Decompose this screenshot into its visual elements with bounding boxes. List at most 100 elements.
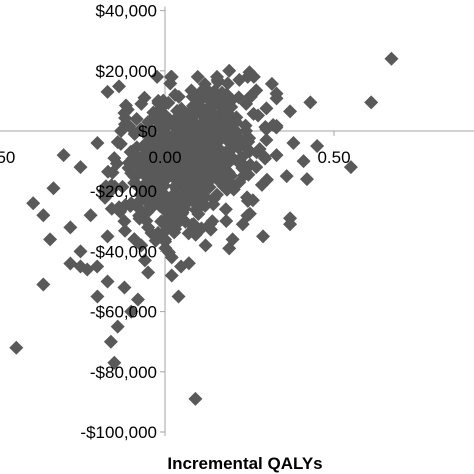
data-point xyxy=(303,95,318,110)
data-point xyxy=(114,124,129,138)
data-point xyxy=(172,214,187,229)
data-point xyxy=(242,65,257,80)
data-point xyxy=(154,108,169,123)
data-point xyxy=(133,202,148,217)
data-point xyxy=(151,179,166,194)
data-point xyxy=(180,187,195,202)
y-tick-label: $20,000 xyxy=(96,62,157,81)
data-points xyxy=(9,51,399,406)
data-point xyxy=(141,265,156,280)
data-point xyxy=(364,95,379,110)
data-point xyxy=(103,334,118,349)
data-point xyxy=(178,178,193,193)
data-point xyxy=(269,86,284,101)
data-point xyxy=(208,148,223,163)
data-point xyxy=(283,104,298,119)
data-point xyxy=(107,151,122,166)
data-point xyxy=(107,355,122,370)
data-point xyxy=(190,69,205,84)
data-point xyxy=(164,69,179,84)
data-point xyxy=(158,120,172,135)
data-point xyxy=(115,179,130,194)
data-point xyxy=(63,220,78,235)
data-point xyxy=(167,139,182,154)
data-point xyxy=(174,202,189,217)
data-point xyxy=(164,268,179,283)
data-point xyxy=(269,148,284,163)
y-tick-label: -$60,000 xyxy=(90,303,157,322)
data-point xyxy=(137,253,152,268)
data-point xyxy=(296,154,311,169)
data-point xyxy=(36,277,51,292)
data-point xyxy=(134,238,149,253)
data-point xyxy=(219,182,234,197)
data-point xyxy=(212,169,227,184)
data-point xyxy=(258,151,273,166)
data-point xyxy=(63,256,78,271)
data-point xyxy=(266,117,281,132)
data-point xyxy=(256,229,271,244)
data-point xyxy=(80,262,95,277)
data-point xyxy=(198,190,213,205)
data-point xyxy=(110,135,125,150)
data-point xyxy=(206,197,221,212)
data-point xyxy=(228,114,243,129)
data-point xyxy=(198,81,213,96)
x-tick-label: -0.50 xyxy=(0,148,15,167)
data-point xyxy=(124,166,139,181)
data-point xyxy=(125,151,140,166)
data-point xyxy=(206,131,221,146)
data-point xyxy=(43,232,58,247)
data-point xyxy=(110,319,125,334)
data-point xyxy=(279,169,294,184)
data-point xyxy=(188,391,203,406)
data-point xyxy=(159,222,174,237)
data-point xyxy=(251,108,266,123)
data-point xyxy=(259,133,274,148)
data-point xyxy=(124,304,139,319)
tick-labels: $40,000 $20,000 $0 -$20,000 -$40,000 -$60,000… xyxy=(0,2,351,442)
data-point xyxy=(148,233,163,248)
x-axis-title: Incremental QALYs xyxy=(167,454,322,473)
data-point xyxy=(174,130,189,145)
data-point xyxy=(117,105,132,120)
data-point xyxy=(83,208,98,223)
data-point xyxy=(208,90,223,105)
data-point xyxy=(97,184,112,199)
data-point xyxy=(310,139,325,154)
data-point xyxy=(149,131,164,146)
data-point xyxy=(232,175,247,190)
data-point xyxy=(242,206,257,221)
data-point xyxy=(90,136,105,151)
data-point xyxy=(111,79,126,94)
data-point xyxy=(141,148,156,163)
data-point xyxy=(100,274,115,289)
data-point xyxy=(249,160,264,175)
data-point xyxy=(165,203,180,218)
data-point xyxy=(218,202,233,217)
data-point xyxy=(150,69,165,84)
y-tick-label: -$40,000 xyxy=(90,242,157,261)
data-point xyxy=(161,95,176,110)
data-point xyxy=(9,340,24,355)
data-point xyxy=(252,142,267,157)
data-point xyxy=(129,111,144,126)
data-point xyxy=(218,108,233,123)
data-point xyxy=(141,220,156,235)
data-point xyxy=(222,63,237,78)
data-point xyxy=(151,190,166,205)
data-point xyxy=(283,217,298,232)
data-point xyxy=(124,196,139,211)
data-point xyxy=(46,181,61,196)
data-point xyxy=(231,140,246,155)
data-point xyxy=(185,117,200,132)
data-point xyxy=(158,160,172,175)
data-point xyxy=(239,96,254,111)
y-tick-label: $0 xyxy=(138,122,157,141)
data-point xyxy=(141,114,156,129)
data-point xyxy=(191,206,206,221)
data-point xyxy=(254,177,269,192)
data-point xyxy=(205,214,220,229)
